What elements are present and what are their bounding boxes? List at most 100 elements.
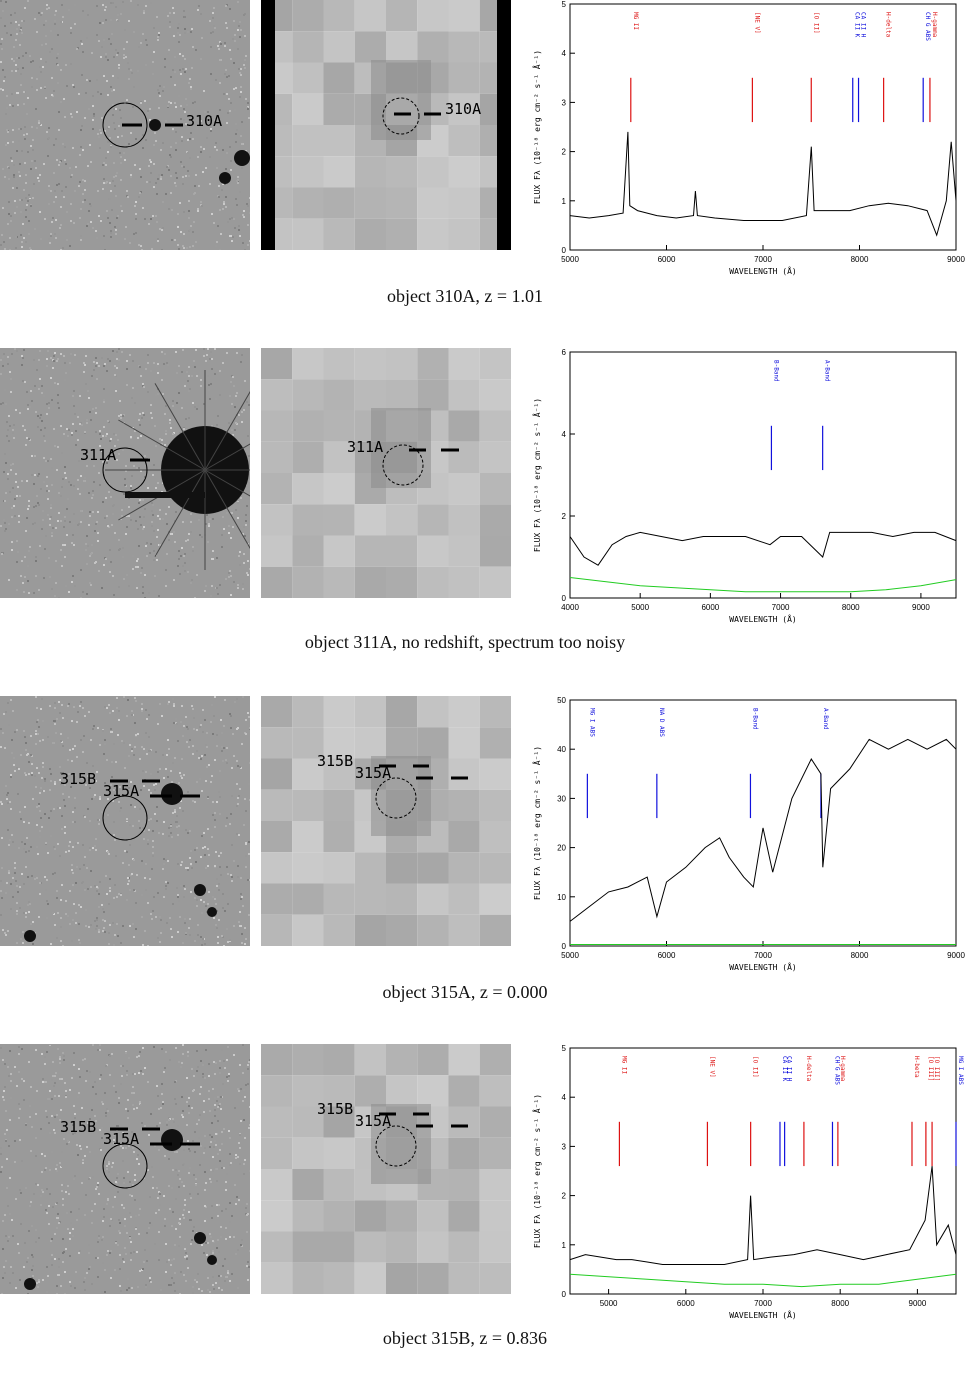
- noise-pixel: [16, 910, 18, 912]
- noise-pixel: [84, 189, 86, 191]
- x-tick-label: 8000: [831, 1299, 849, 1308]
- noise-pixel: [19, 811, 21, 813]
- noise-pixel: [16, 942, 18, 944]
- noise-pixel: [183, 166, 185, 168]
- noise-pixel: [176, 177, 178, 179]
- noise-pixel: [187, 571, 189, 573]
- noise-pixel: [73, 706, 75, 708]
- noise-pixel: [209, 156, 211, 158]
- noise-pixel: [41, 698, 43, 700]
- noise-pixel: [28, 220, 30, 222]
- noise-pixel: [237, 1249, 239, 1251]
- noise-pixel: [187, 139, 189, 141]
- noise-pixel: [123, 57, 125, 59]
- noise-pixel: [127, 1099, 129, 1101]
- noise-pixel: [1, 1166, 3, 1168]
- pixel-block: [479, 504, 511, 536]
- noise-pixel: [103, 426, 105, 428]
- noise-pixel: [70, 353, 72, 355]
- noise-pixel: [178, 1245, 180, 1247]
- noise-pixel: [15, 178, 17, 180]
- noise-pixel: [78, 923, 80, 925]
- noise-pixel: [69, 923, 71, 925]
- noise-pixel: [121, 1204, 123, 1206]
- noise-pixel: [63, 196, 65, 198]
- noise-pixel: [150, 2, 152, 4]
- noise-pixel: [225, 5, 227, 7]
- noise-pixel: [138, 820, 140, 822]
- noise-pixel: [150, 412, 152, 414]
- noise-pixel: [240, 1120, 242, 1122]
- noise-pixel: [156, 806, 158, 808]
- y-tick-label: 0: [562, 1290, 567, 1299]
- noise-pixel: [95, 838, 97, 840]
- noise-pixel: [90, 161, 92, 163]
- noise-pixel: [113, 743, 115, 745]
- noise-pixel: [88, 397, 90, 399]
- noise-pixel: [15, 880, 17, 882]
- noise-pixel: [231, 880, 233, 882]
- noise-pixel: [7, 1066, 9, 1068]
- noise-pixel: [99, 796, 101, 798]
- noise-pixel: [164, 413, 166, 415]
- noise-pixel: [209, 398, 211, 400]
- noise-pixel: [157, 39, 159, 41]
- noise-pixel: [23, 912, 25, 914]
- noise-pixel: [117, 1173, 119, 1175]
- noise-pixel: [204, 1171, 206, 1173]
- noise-pixel: [71, 174, 73, 176]
- pixel-block: [323, 789, 355, 821]
- noise-pixel: [156, 1085, 158, 1087]
- noise-pixel: [208, 854, 210, 856]
- noise-pixel: [199, 755, 201, 757]
- noise-pixel: [137, 4, 139, 6]
- noise-pixel: [86, 1146, 88, 1148]
- noise-pixel: [203, 348, 205, 350]
- noise-pixel: [106, 433, 108, 435]
- noise-pixel: [106, 181, 108, 183]
- noise-pixel: [98, 855, 100, 857]
- noise-pixel: [205, 1182, 207, 1184]
- noise-pixel: [0, 17, 2, 19]
- feature-label: [O III]: [927, 1056, 934, 1081]
- noise-pixel: [14, 1140, 16, 1142]
- noise-pixel: [184, 32, 186, 34]
- noise-pixel: [170, 146, 172, 148]
- pixel-block: [292, 758, 324, 790]
- noise-pixel: [10, 469, 12, 471]
- noise-pixel: [232, 733, 234, 735]
- noise-pixel: [143, 785, 145, 787]
- noise-pixel: [81, 882, 83, 884]
- noise-pixel: [39, 836, 41, 838]
- noise-pixel: [183, 885, 185, 887]
- noise-pixel: [60, 740, 62, 742]
- feature-label: CA II H: [786, 1056, 793, 1082]
- pixel-block: [448, 31, 480, 63]
- noise-pixel: [104, 130, 106, 132]
- noise-pixel: [24, 7, 26, 9]
- noise-pixel: [42, 766, 44, 768]
- noise-pixel: [152, 846, 154, 848]
- noise-pixel: [212, 17, 214, 19]
- pixel-block: [261, 1200, 293, 1232]
- noise-pixel: [85, 784, 87, 786]
- noise-pixel: [185, 75, 187, 77]
- noise-pixel: [246, 1231, 248, 1233]
- noise-pixel: [237, 803, 239, 805]
- noise-pixel: [11, 1219, 13, 1221]
- noise-pixel: [45, 1081, 47, 1083]
- noise-pixel: [117, 439, 119, 441]
- noise-pixel: [86, 867, 88, 869]
- noise-pixel: [209, 518, 211, 520]
- noise-pixel: [96, 919, 98, 921]
- noise-pixel: [190, 863, 192, 865]
- pixel-block: [479, 379, 511, 411]
- noise-pixel: [211, 585, 213, 587]
- noise-pixel: [130, 174, 132, 176]
- noise-pixel: [106, 370, 108, 372]
- noise-pixel: [170, 175, 172, 177]
- slit-circle: [102, 1143, 148, 1189]
- noise-pixel: [228, 422, 230, 424]
- noise-pixel: [198, 519, 200, 521]
- noise-pixel: [151, 417, 153, 419]
